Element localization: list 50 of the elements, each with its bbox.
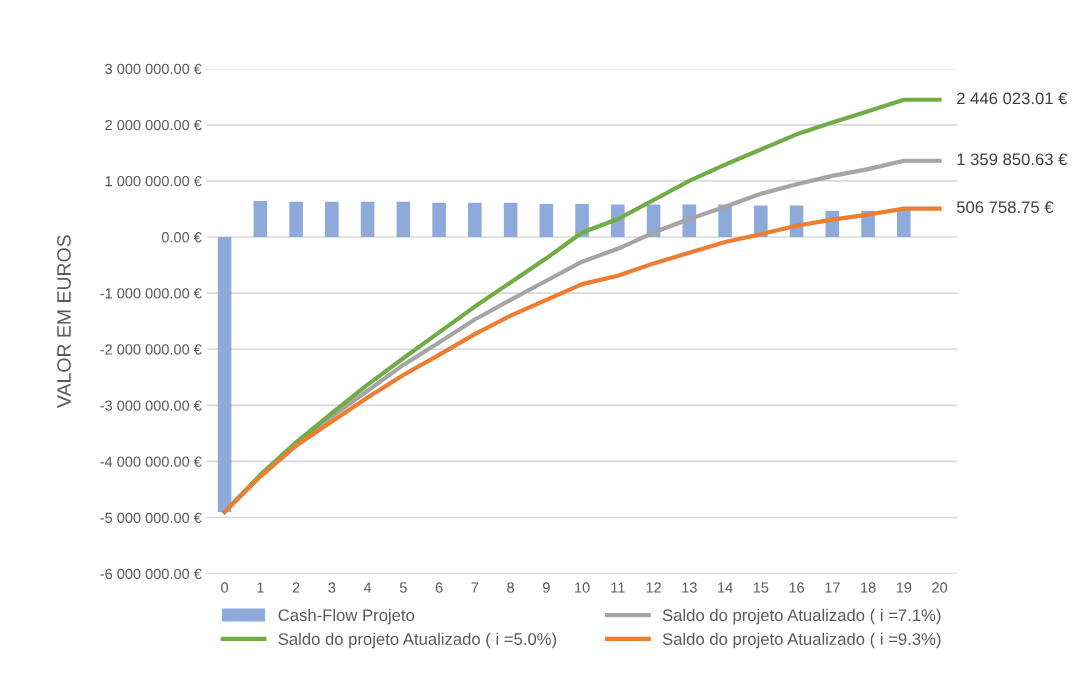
y-tick-label: -3 000 000.00 € <box>100 400 202 411</box>
data-label: 506 758.75 € <box>956 201 1054 214</box>
x-tick-label: 17 <box>825 582 840 593</box>
x-tick-label: 2 <box>292 582 300 593</box>
bar <box>253 201 268 238</box>
x-tick-label: 12 <box>646 582 661 593</box>
legend-label: Cash-Flow Projeto <box>278 608 415 625</box>
bar <box>503 202 518 238</box>
y-tick-label: -6 000 000.00 € <box>100 568 202 580</box>
data-label: 1 359 850.63 € <box>957 153 1068 166</box>
x-tick-label: 9 <box>542 582 550 593</box>
legend-label: Saldo do projeto Atualizado ( i =7.1%) <box>662 608 941 625</box>
x-tick-label: 10 <box>575 582 590 593</box>
x-tick-label: 19 <box>896 582 912 593</box>
bar <box>360 201 375 238</box>
x-tick-label: 5 <box>399 582 407 593</box>
x-tick-label: 7 <box>471 582 479 593</box>
x-tick-label: 20 <box>932 582 948 593</box>
bar <box>539 203 554 238</box>
x-tick-label: 18 <box>861 582 876 593</box>
x-tick-label: 3 <box>328 582 336 593</box>
x-tick-label: 6 <box>435 582 443 593</box>
data-label: 2 446 023.01 € <box>957 92 1068 105</box>
bar <box>468 202 482 238</box>
y-axis-title: VALOR EM EUROS <box>57 235 71 408</box>
legend-label: Saldo do projeto Atualizado ( i =5.0%) <box>278 632 557 649</box>
bar <box>289 201 303 238</box>
x-tick-label: 8 <box>507 582 514 593</box>
bar <box>432 202 446 238</box>
x-tick-label: 14 <box>718 582 733 593</box>
x-tick-label: 15 <box>753 582 769 593</box>
legend-label: Saldo do projeto Atualizado ( i =9.3%) <box>662 632 941 649</box>
y-tick-label: -1 000 000.00 € <box>100 288 202 299</box>
x-tick-label: 11 <box>611 582 625 593</box>
y-tick-label: -4 000 000.00 € <box>100 456 202 467</box>
y-tick-label: 1 000 000.00 € <box>105 176 202 187</box>
y-tick-label: 0.00 € <box>161 232 202 243</box>
bar <box>217 237 232 512</box>
x-tick-label: 4 <box>363 582 372 593</box>
bar <box>897 209 911 238</box>
x-tick-label: 0 <box>221 582 229 593</box>
y-tick-label: -2 000 000.00 € <box>100 344 202 355</box>
bar <box>325 201 339 238</box>
y-tick-label: 2 000 000.00 € <box>105 119 202 131</box>
y-tick-label: 3 000 000.00 € <box>105 63 202 75</box>
x-tick-label: 13 <box>682 582 697 593</box>
y-tick-label: -5 000 000.00 € <box>100 512 202 523</box>
x-tick-label: 1 <box>257 582 264 593</box>
bar <box>396 201 411 238</box>
x-tick-label: 16 <box>789 582 805 593</box>
